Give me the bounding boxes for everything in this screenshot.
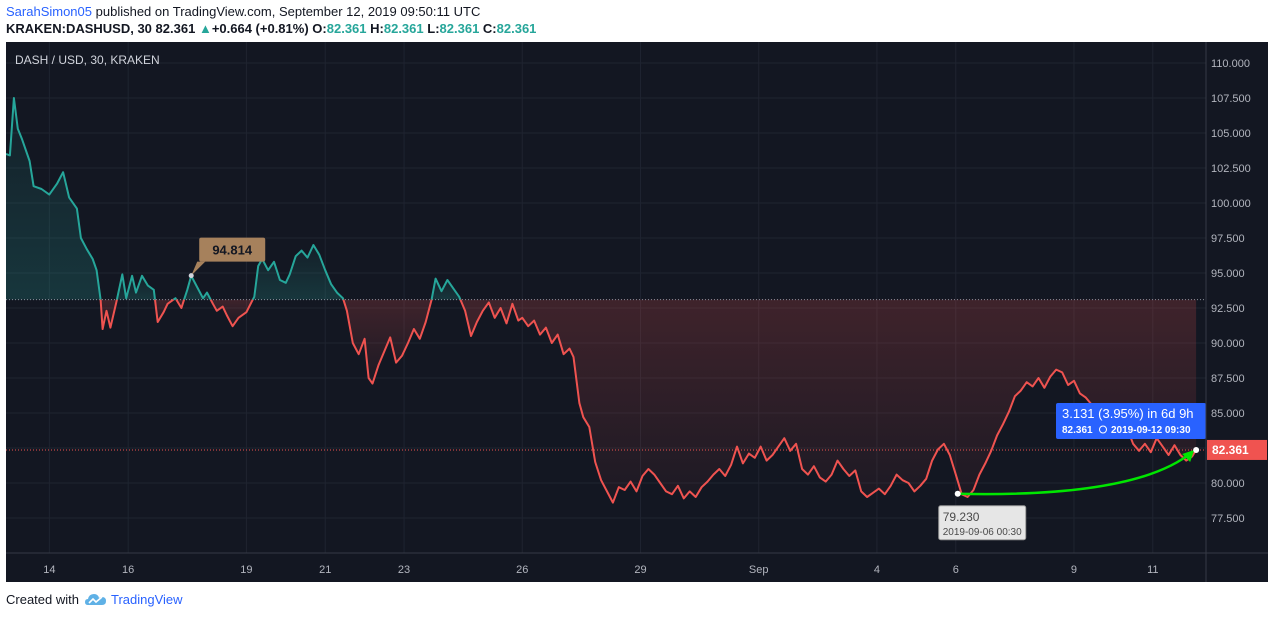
close-label: C: bbox=[482, 21, 497, 36]
price-chart[interactable]: DASH / USD, 30, KRAKEN 94.814 79.230 2019-… bbox=[6, 42, 1268, 582]
area-above-baseline bbox=[116, 274, 155, 300]
area-below-baseline bbox=[460, 299, 1197, 503]
area-above-baseline bbox=[431, 278, 461, 300]
price-line-above bbox=[6, 97, 102, 300]
measure-line2-price: 82.361 bbox=[1062, 425, 1093, 436]
price-tick-label: 77.500 bbox=[1211, 513, 1245, 525]
published-text: published on TradingView.com, September … bbox=[95, 4, 481, 19]
price-tick-label: 105.000 bbox=[1211, 128, 1251, 140]
low-marker-date: 2019-09-06 00:30 bbox=[943, 527, 1022, 538]
open-label: O: bbox=[312, 21, 327, 36]
price-line-below bbox=[99, 299, 118, 330]
area-below-baseline bbox=[100, 299, 117, 329]
price-tick-label: 102.500 bbox=[1211, 163, 1251, 175]
price-tick-label: 80.000 bbox=[1211, 478, 1245, 490]
time-tick-label: 4 bbox=[874, 564, 880, 576]
current-price-label: 82.361 bbox=[1207, 439, 1267, 460]
current-price-text: 82.361 bbox=[1212, 443, 1249, 457]
high-value: 82.361 bbox=[383, 21, 424, 36]
time-axis[interactable]: 14 16 19 21 23 26 29 Sep 4 6 9 11 bbox=[43, 564, 1158, 576]
time-tick-label: 19 bbox=[240, 564, 252, 576]
time-tick-label: 16 bbox=[122, 564, 134, 576]
price-tick-label: 92.500 bbox=[1211, 303, 1245, 315]
time-tick-label: 21 bbox=[319, 564, 331, 576]
measure-end-dot bbox=[1193, 446, 1200, 453]
area-fills bbox=[6, 98, 1197, 503]
close-value: 82.361 bbox=[496, 21, 537, 36]
time-tick-label: 23 bbox=[398, 564, 410, 576]
change-up-icon: ▲ bbox=[198, 21, 212, 36]
low-marker-box bbox=[938, 505, 1027, 541]
time-tick-label: Sep bbox=[749, 564, 769, 576]
footer: Created with TradingView bbox=[6, 592, 183, 610]
symbol-header: KRAKEN:DASHUSD, 30 82.361 ▲+0.664 (+0.81… bbox=[6, 21, 536, 36]
measure-box bbox=[1056, 403, 1206, 439]
price-tick-label: 90.000 bbox=[1211, 338, 1245, 350]
low-marker-value: 79.230 bbox=[943, 510, 980, 524]
created-with-text: Created with bbox=[6, 592, 79, 607]
callout-box bbox=[199, 237, 266, 262]
price-line-above bbox=[115, 273, 156, 300]
area-above-baseline bbox=[6, 98, 101, 300]
last-price: 82.361 bbox=[155, 21, 196, 36]
low-value: 82.361 bbox=[439, 21, 480, 36]
price-line-above bbox=[430, 277, 462, 300]
price-line-below bbox=[342, 299, 433, 385]
tradingview-cloud-icon bbox=[84, 593, 107, 610]
time-tick-label: 11 bbox=[1147, 564, 1158, 576]
chart-title: DASH / USD, 30, KRAKEN bbox=[15, 53, 160, 67]
callout-label: 94.814 bbox=[212, 243, 253, 258]
price-line-below bbox=[154, 298, 175, 323]
high-label: H: bbox=[370, 21, 384, 36]
time-tick-label: 29 bbox=[634, 564, 646, 576]
price-line-below bbox=[459, 299, 1197, 504]
price-line bbox=[6, 97, 1197, 504]
measure-line2-date: 2019-09-12 09:30 bbox=[1111, 425, 1191, 436]
author-link[interactable]: SarahSimon05 bbox=[6, 4, 92, 19]
measure-arrow-head bbox=[1182, 449, 1195, 462]
price-tick-label: 85.000 bbox=[1211, 408, 1245, 420]
time-tick-label: 9 bbox=[1071, 564, 1077, 576]
price-line-below bbox=[175, 299, 186, 309]
price-line-above bbox=[183, 274, 212, 301]
publish-header: SarahSimon05 published on TradingView.co… bbox=[6, 4, 480, 19]
tradingview-link[interactable]: TradingView bbox=[111, 592, 183, 607]
price-tick-label: 100.000 bbox=[1211, 198, 1251, 210]
clock-icon bbox=[1099, 425, 1107, 434]
current-price-box bbox=[1207, 439, 1267, 460]
low-label: L: bbox=[427, 21, 440, 36]
callout-anchor bbox=[188, 273, 194, 279]
time-tick-label: 14 bbox=[43, 564, 55, 576]
price-tick-label: 87.500 bbox=[1211, 373, 1245, 385]
price-line-below bbox=[209, 299, 254, 328]
symbol-label: KRAKEN:DASHUSD, 30 bbox=[6, 21, 152, 36]
measure-line1: 3.131 (3.95%) in 6d 9h bbox=[1062, 406, 1194, 421]
price-tick-label: 97.500 bbox=[1211, 233, 1245, 245]
change-value: +0.664 (+0.81%) bbox=[211, 21, 309, 36]
open-value: 82.361 bbox=[326, 21, 367, 36]
callout-pointer bbox=[191, 261, 206, 276]
chart-container[interactable]: DASH / USD, 30, KRAKEN 94.814 79.230 2019-… bbox=[6, 42, 1268, 582]
time-tick-label: 6 bbox=[953, 564, 959, 576]
price-line-above bbox=[172, 297, 178, 301]
low-marker-dot bbox=[954, 490, 961, 497]
price-tick-label: 110.000 bbox=[1211, 58, 1250, 70]
area-below-baseline bbox=[210, 299, 253, 327]
measure-arrow-line bbox=[957, 450, 1193, 496]
price-tick-label: 107.500 bbox=[1211, 93, 1251, 105]
price-axis-bg bbox=[1206, 42, 1268, 582]
price-axis[interactable]: 77.50080.00082.50085.00087.50090.00092.5… bbox=[1211, 58, 1251, 525]
time-tick-label: 26 bbox=[516, 564, 528, 576]
price-tick-label: 95.000 bbox=[1211, 268, 1245, 280]
annotations: 94.814 79.230 2019-09-06 00:30 3.131 (3.95%… bbox=[188, 237, 1206, 541]
